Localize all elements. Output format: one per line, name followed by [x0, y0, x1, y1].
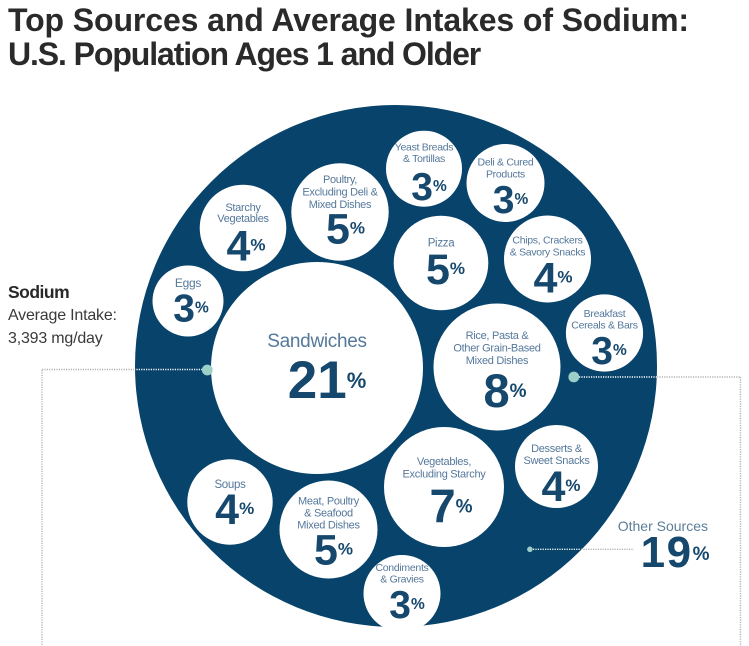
svg-text:Vegetables,: Vegetables,	[417, 456, 471, 468]
svg-text:Other Grain-Based: Other Grain-Based	[453, 343, 540, 355]
svg-text:Mixed Dishes: Mixed Dishes	[309, 199, 372, 211]
svg-text:Rice, Pasta &: Rice, Pasta &	[466, 330, 530, 342]
svg-text:Condiments: Condiments	[375, 562, 428, 574]
svg-text:& Savory Snacks: & Savory Snacks	[510, 246, 585, 258]
svg-text:& Gravies: & Gravies	[380, 574, 423, 586]
svg-text:Chips, Crackers: Chips, Crackers	[512, 234, 582, 246]
svg-text:Soups: Soups	[214, 479, 246, 491]
svg-text:Eggs: Eggs	[175, 276, 201, 290]
svg-text:Excluding Starchy: Excluding Starchy	[403, 469, 487, 481]
svg-text:Sandwiches: Sandwiches	[267, 331, 366, 352]
svg-text:Pizza: Pizza	[428, 238, 456, 250]
svg-text:Other Sources: Other Sources	[618, 518, 708, 534]
svg-text:Desserts &: Desserts &	[531, 443, 583, 455]
svg-text:Yeast Breads: Yeast Breads	[395, 142, 454, 154]
svg-text:19%: 19%	[641, 528, 711, 577]
svg-text:Poultry,: Poultry,	[323, 174, 357, 186]
svg-text:Breakfast: Breakfast	[584, 308, 626, 320]
svg-text:Deli & Cured: Deli & Cured	[478, 157, 534, 169]
svg-text:Starchy: Starchy	[225, 202, 261, 214]
svg-text:Mixed Dishes: Mixed Dishes	[466, 355, 529, 367]
svg-text:Vegetables: Vegetables	[217, 213, 269, 225]
svg-text:Meat, Poultry: Meat, Poultry	[298, 496, 360, 508]
svg-text:Sweet Snacks: Sweet Snacks	[523, 455, 590, 467]
svg-text:Cereals & Bars: Cereals & Bars	[571, 320, 637, 332]
svg-text:& Seafood: & Seafood	[304, 508, 353, 520]
svg-text:Excluding Deli &: Excluding Deli &	[302, 187, 378, 199]
svg-text:& Tortillas: & Tortillas	[403, 153, 445, 165]
svg-text:Products: Products	[486, 169, 525, 181]
svg-text:Mixed Dishes: Mixed Dishes	[297, 520, 360, 532]
